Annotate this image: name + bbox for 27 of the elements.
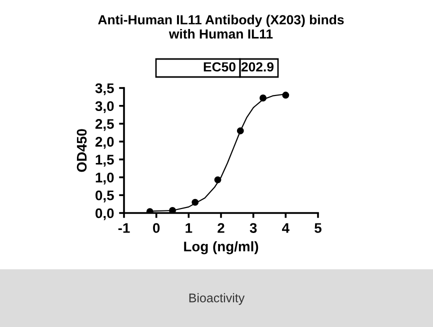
text: Bioactivity — [189, 293, 245, 305]
text: 202.9 — [241, 62, 274, 72]
point — [282, 92, 290, 99]
x-tick-label: 3 — [250, 223, 257, 233]
x-tick-label: 4 — [282, 223, 290, 233]
y-tick-label: 2,5 — [95, 119, 114, 131]
point — [260, 94, 267, 102]
x-axis-title: Log (ng/ml) — [184, 241, 258, 254]
text: EC50 — [204, 62, 236, 72]
x-tick-label: 1 — [186, 223, 192, 233]
y-tick-label: 3,0 — [95, 101, 114, 114]
chart-title: Anti-Human IL11 Antibody (X203) binds with Human IL11 — [98, 14, 344, 39]
point — [214, 176, 222, 184]
x-tick-label: -1 — [118, 223, 130, 233]
y-tick-label: 2,0 — [95, 136, 114, 149]
y-tick-label: 3,5 — [95, 83, 114, 96]
y-tick-label: 1,0 — [96, 172, 114, 184]
y-axis-title: OD450 — [76, 129, 87, 172]
y-tick-label: 0,5 — [96, 190, 114, 202]
y-tick-label: 0,0 — [96, 208, 114, 220]
x-tick-label: 5 — [314, 223, 322, 233]
point — [236, 127, 244, 134]
x-tick-label: 0 — [153, 223, 160, 233]
point — [192, 198, 199, 206]
point — [169, 207, 176, 213]
x-tick-label: 2 — [218, 223, 224, 233]
y-tick-label: 1,5 — [96, 154, 114, 167]
